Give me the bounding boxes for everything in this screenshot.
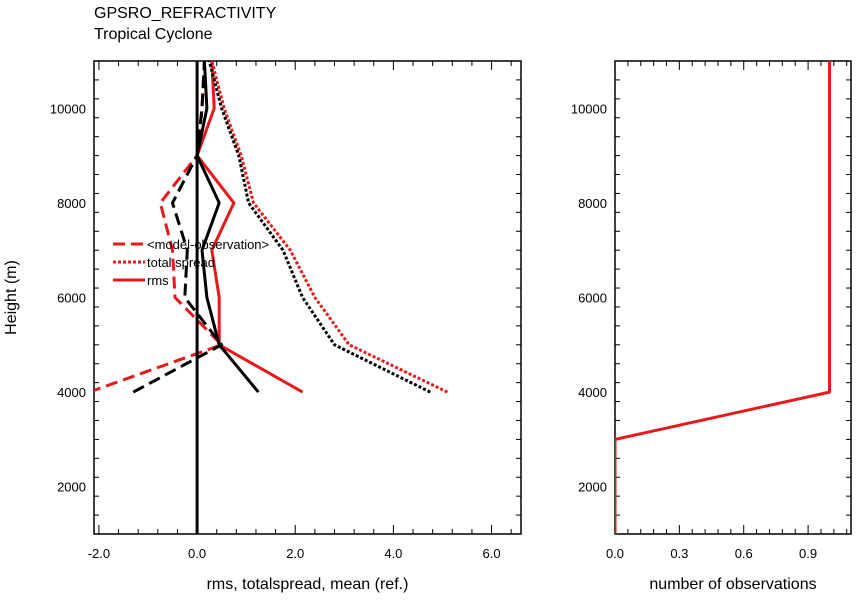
left-series-line-5 (195, 61, 260, 394)
right-xtick-label: 0.0 (606, 546, 624, 561)
left-ytick-label: 6000 (57, 291, 86, 306)
right-ytick-label: 6000 (578, 291, 607, 306)
right-ytick-label: 2000 (578, 480, 607, 495)
left-xtick-label: 0.0 (188, 546, 206, 561)
left-ytick-label: 8000 (57, 196, 86, 211)
left-series-line-2 (195, 61, 304, 394)
left-xtick-label: 4.0 (384, 546, 402, 561)
left-ytick-label: 10000 (50, 101, 86, 116)
right-panel: 2000 4000 6000 8000 10000 0.0 0.3 0.6 0.9 number … (571, 60, 852, 593)
right-series-group (615, 61, 831, 534)
right-ytick-label: 4000 (578, 385, 607, 400)
legend-label-1: total spread (147, 255, 215, 270)
left-series-group (94, 61, 449, 534)
right-xtick-label: 0.3 (670, 546, 688, 561)
left-series-line-1 (210, 61, 449, 394)
right-plot-frame (614, 60, 852, 535)
right-ytick-label: 10000 (571, 101, 607, 116)
left-yaxis-label: Height (m) (3, 260, 20, 335)
right-ytick-label: 8000 (578, 196, 607, 211)
left-xaxis-label: rms, totalspread, mean (ref.) (207, 576, 409, 593)
right-xtick-label: 0.9 (799, 546, 817, 561)
left-ytick-label: 2000 (57, 480, 86, 495)
left-ytick-label: 4000 (57, 385, 86, 400)
legend-label-0: <model-observation> (147, 237, 269, 252)
left-panel: 2000 4000 6000 8000 10000 -2.0 0.0 2.0 4.0 6.0 rms… (3, 60, 522, 593)
right-xtick-label: 0.6 (735, 546, 753, 561)
legend-label-2: rms (147, 273, 169, 288)
chart-title: GPSRO_REFRACTIVITY (94, 5, 277, 22)
left-series-line-4 (207, 61, 431, 394)
left-series-line-3 (132, 61, 224, 394)
left-plot-frame (93, 60, 522, 535)
right-series-line-0 (615, 61, 831, 534)
left-xtick-label: 6.0 (483, 546, 501, 561)
left-series-line-0 (94, 61, 224, 392)
right-xaxis-label: number of observations (649, 576, 816, 593)
chart-subtitle: Tropical Cyclone (94, 26, 213, 43)
left-xtick-label: 2.0 (286, 546, 304, 561)
left-xtick-label: -2.0 (88, 546, 110, 561)
